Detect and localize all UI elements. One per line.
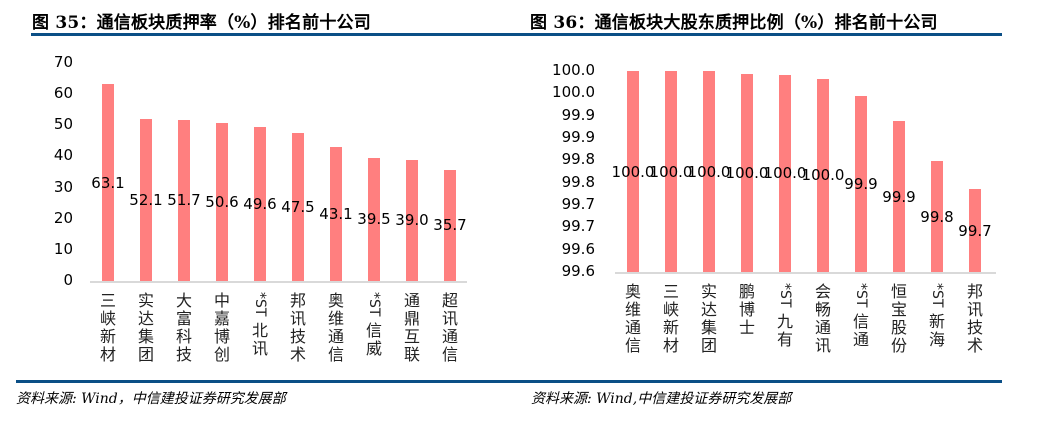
- data-label: 35.7: [433, 216, 467, 235]
- x-axis-category-label: *ST 九有: [776, 283, 794, 349]
- data-label: 100.0: [801, 166, 845, 185]
- y-axis-tick-label: 99.7: [561, 217, 595, 236]
- data-label: 100.0: [611, 162, 655, 181]
- y-axis-tick-label: 99.6: [561, 239, 595, 258]
- x-axis-category-label: 邦讯技术: [966, 282, 983, 355]
- x-axis-category-label: 会畅通讯: [814, 282, 831, 355]
- bar: [216, 123, 228, 281]
- bar: [931, 161, 943, 272]
- category-name: 信通: [852, 312, 869, 349]
- x-axis-category-label: *ST 北讯: [251, 292, 269, 358]
- data-label: 100.0: [649, 162, 693, 181]
- y-axis-tick-label: 100.0: [552, 61, 595, 79]
- bar: [703, 71, 715, 272]
- x-axis-category-label: 大富科技: [175, 291, 192, 364]
- x-axis-category-label: 中嘉博创: [213, 291, 230, 364]
- data-label: 47.5: [281, 198, 315, 217]
- st-prefix: *ST: [853, 283, 869, 308]
- category-name: 北讯: [251, 321, 268, 358]
- data-label: 100.0: [725, 163, 769, 182]
- y-axis-tick-label: 99.8: [561, 150, 595, 169]
- bar: [969, 189, 981, 272]
- x-axis-line: [90, 281, 467, 283]
- left-chart-title: 图 35：通信板块质押率（%）排名前十公司: [32, 13, 371, 33]
- data-label: 39.0: [395, 211, 429, 230]
- data-label: 99.8: [920, 207, 954, 226]
- y-axis-tick-label: 0: [63, 271, 73, 289]
- left-source-note: 资料来源: Wind，中信建投证券研究发展部: [16, 391, 286, 407]
- st-prefix: *ST: [929, 283, 945, 308]
- right-chart-title: 图 36：通信板块大股东质押比例（%）排名前十公司: [530, 13, 938, 33]
- right-bar-chart: 99.6 99.6 99.7 99.7 99.8 99.8 99.9 99.9 100.0 100…: [552, 61, 996, 355]
- x-axis-category-label: 恒宝股份: [890, 282, 907, 355]
- bar: [893, 121, 905, 272]
- data-label: 63.1: [91, 173, 125, 192]
- y-axis-tick-label: 99.8: [561, 172, 595, 191]
- bar: [665, 71, 677, 272]
- x-axis-category-label: 奥维通信: [327, 291, 344, 364]
- data-label: 100.0: [687, 162, 731, 181]
- x-axis-category-label: *ST 新海: [928, 283, 946, 349]
- y-axis-tick-label: 20: [53, 208, 73, 227]
- y-axis-tick-label: 30: [53, 177, 73, 196]
- data-label: 50.6: [205, 193, 239, 212]
- data-label: 49.6: [243, 194, 277, 213]
- y-axis-tick-label: 99.9: [561, 128, 595, 146]
- x-axis-category-label: 实达集团: [700, 282, 717, 355]
- y-axis-tick-label: 99.7: [561, 195, 595, 213]
- data-label: 100.0: [763, 164, 807, 183]
- x-axis-category-label: 实达集团: [137, 291, 154, 364]
- x-axis-category-label: 三峡新材: [662, 282, 679, 355]
- category-name: 九有: [776, 312, 793, 349]
- data-label: 99.9: [844, 175, 878, 194]
- category-name: 新海: [928, 312, 945, 349]
- y-axis-tick-label: 70: [53, 53, 73, 71]
- y-axis-tick-label: 40: [53, 146, 73, 165]
- data-label: 99.9: [882, 187, 916, 206]
- bar: [178, 119, 190, 281]
- y-axis-tick-label: 10: [53, 239, 73, 258]
- x-axis-category-label: *ST 信威: [365, 292, 383, 358]
- data-label: 51.7: [167, 191, 201, 210]
- data-label: 52.1: [129, 190, 163, 209]
- bar: [292, 133, 304, 281]
- y-axis-tick-label: 99.9: [561, 105, 595, 124]
- bar: [817, 78, 829, 272]
- bar: [140, 118, 152, 281]
- data-label: 99.7: [958, 221, 992, 240]
- bar: [102, 84, 114, 281]
- bottom-rule: [16, 380, 1002, 383]
- st-prefix: *ST: [777, 283, 793, 308]
- data-label: 43.1: [319, 204, 353, 223]
- st-prefix: *ST: [366, 292, 382, 317]
- top-rule: [31, 33, 1002, 36]
- category-name: 信威: [365, 321, 382, 358]
- x-axis-category-label: 通鼎互联: [403, 291, 420, 364]
- x-axis-category-label: 奥维通信: [624, 282, 641, 355]
- x-axis-category-label: 邦讯技术: [289, 291, 306, 364]
- st-prefix: *ST: [252, 292, 268, 317]
- y-axis-tick-label: 99.6: [561, 262, 595, 280]
- bar: [254, 126, 266, 281]
- x-axis-category-label: 三峡新材: [99, 291, 116, 364]
- bar: [330, 146, 342, 281]
- bar: [406, 159, 418, 281]
- x-axis-category-label: *ST 信通: [852, 283, 870, 349]
- left-bar-chart: 0 10 20 30 40 50 60 70 63.1 三峡新材 52.1 实达集团 51.7 大富科技 5…: [0, 0, 520, 380]
- x-axis-category-label: 鹏博士: [738, 282, 755, 337]
- bar: [855, 96, 867, 272]
- bar: [627, 71, 639, 272]
- bar: [444, 169, 456, 281]
- bar: [741, 73, 753, 272]
- y-axis-tick-label: 50: [53, 115, 73, 134]
- bar: [779, 74, 791, 272]
- x-axis-line: [615, 272, 996, 274]
- right-source-note: 资料来源: Wind,中信建投证券研究发展部: [531, 391, 792, 407]
- x-axis-category-label: 超讯通信: [441, 291, 458, 364]
- data-label: 39.5: [357, 210, 391, 229]
- y-axis-tick-label: 100.0: [552, 83, 595, 102]
- bar: [368, 157, 380, 281]
- y-axis-tick-label: 60: [53, 84, 73, 103]
